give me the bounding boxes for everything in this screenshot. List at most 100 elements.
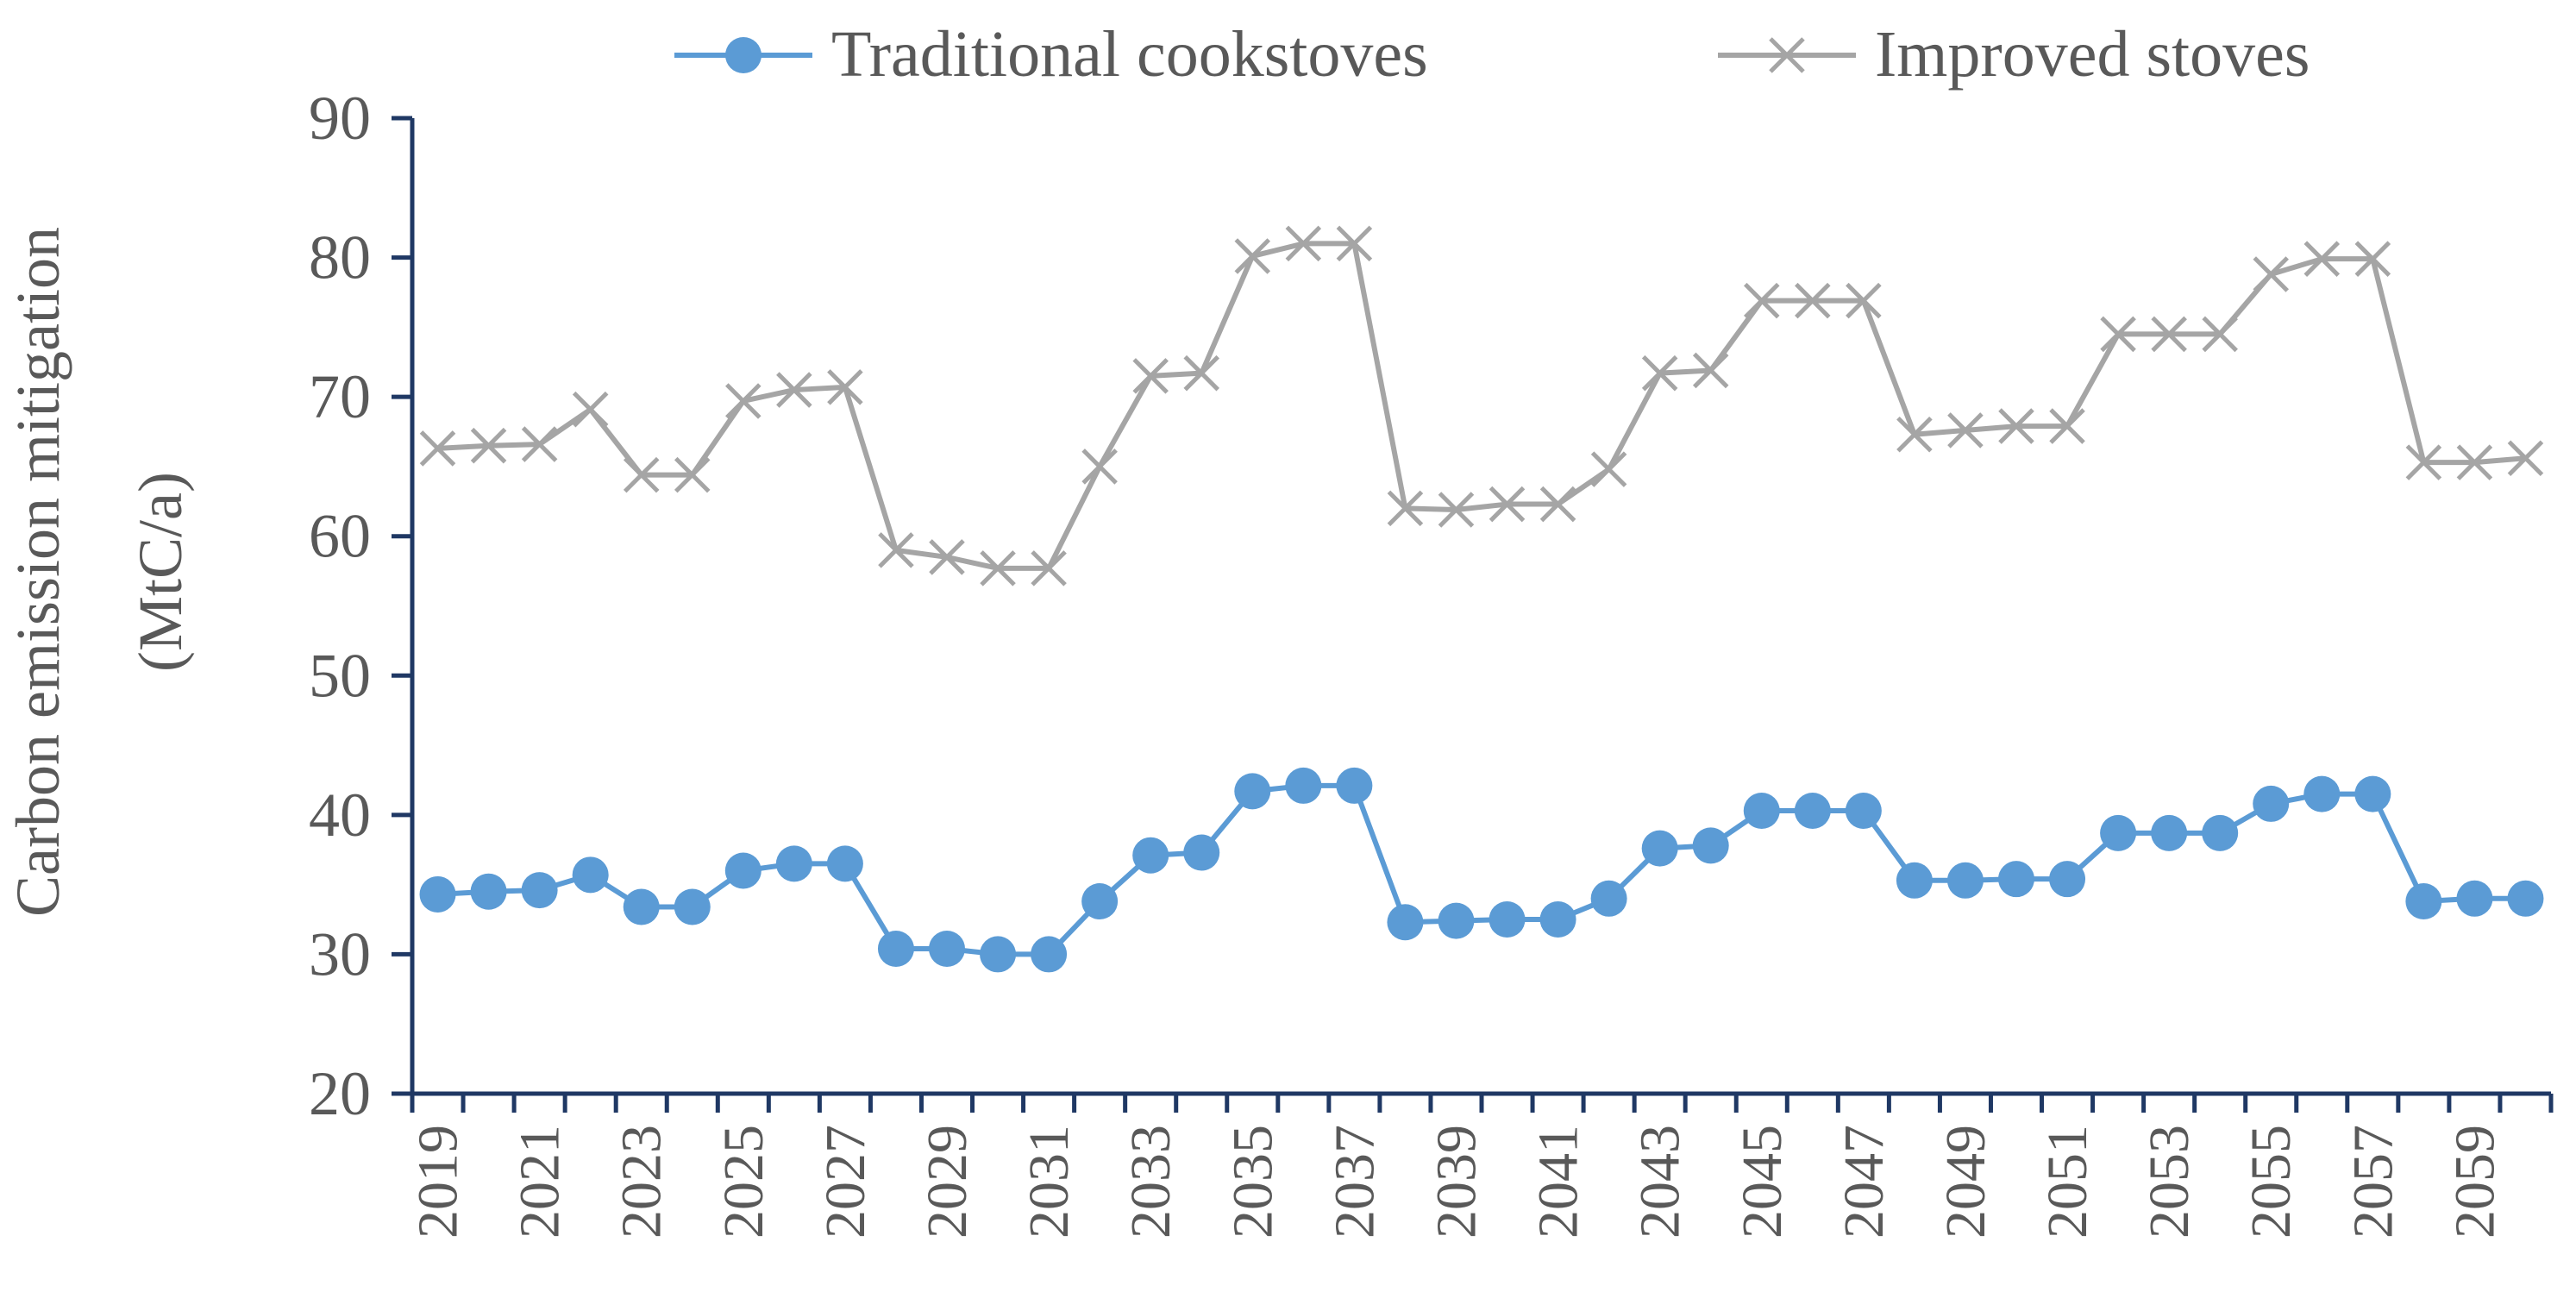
data-point — [1489, 901, 1526, 938]
data-point — [1845, 793, 1882, 830]
data-point — [1336, 767, 1373, 804]
legend-marker — [1769, 37, 1805, 73]
legend-label: Traditional cookstoves — [831, 18, 1428, 91]
x-tick-label: 2031 — [1018, 1125, 1081, 1239]
data-point — [1183, 354, 1220, 392]
x-tick-label: 2027 — [814, 1125, 877, 1239]
data-point — [2456, 444, 2493, 480]
data-point — [2456, 880, 2493, 917]
data-point — [929, 930, 965, 967]
data-point — [2202, 814, 2239, 851]
data-point — [1234, 238, 1271, 274]
legend: Traditional cookstoves Improved stoves — [674, 18, 2310, 91]
x-tick-label: 2035 — [1221, 1125, 1284, 1239]
data-point — [2303, 775, 2341, 812]
data-point — [572, 856, 609, 894]
y-tick-label: 50 — [309, 641, 371, 710]
data-point — [725, 383, 762, 419]
legend-label: Improved stoves — [1875, 18, 2310, 91]
data-point — [1794, 793, 1831, 830]
series-layer — [419, 225, 2544, 973]
x-tick-label: 2023 — [611, 1125, 674, 1239]
data-point — [419, 430, 456, 467]
data-point — [826, 845, 863, 882]
data-point — [1081, 448, 1118, 485]
data-point — [470, 873, 507, 910]
data-point — [929, 539, 965, 575]
data-point — [1031, 936, 1068, 973]
data-point — [1641, 354, 1678, 392]
x-tick-label: 2045 — [1731, 1125, 1794, 1239]
data-point — [1539, 901, 1576, 938]
data-point — [1285, 767, 1322, 804]
data-point — [1947, 412, 1984, 448]
data-point — [1590, 880, 1627, 917]
data-point — [1896, 416, 1933, 453]
x-tick-label: 2019 — [407, 1125, 470, 1239]
series-line — [437, 241, 2526, 571]
data-point — [1132, 358, 1169, 394]
data-point — [2253, 256, 2290, 292]
data-point — [877, 930, 914, 967]
y-tick-label: 90 — [309, 84, 371, 153]
data-point — [470, 427, 507, 464]
data-point — [2049, 408, 2085, 444]
x-tick-label: 2059 — [2443, 1125, 2506, 1239]
data-point — [1387, 904, 1424, 941]
data-point — [1387, 490, 1424, 527]
data-point — [775, 845, 812, 882]
data-point — [878, 532, 914, 568]
data-point — [2354, 775, 2391, 812]
data-point — [2507, 880, 2544, 917]
y-axis-label-line1: Carbon emission mitigation — [3, 227, 72, 917]
data-point — [2253, 785, 2290, 822]
data-point — [2151, 316, 2187, 353]
x-tick-label: 2055 — [2240, 1125, 2303, 1239]
data-point — [1489, 486, 1526, 523]
y-tick-label: 20 — [309, 1059, 371, 1128]
data-point — [1692, 827, 1729, 864]
data-point — [2405, 883, 2442, 920]
x-tick-label: 2039 — [1425, 1125, 1488, 1239]
x-tick-label: 2037 — [1323, 1125, 1386, 1239]
y-tick-label: 80 — [309, 223, 371, 292]
x-tick-label: 2057 — [2341, 1125, 2404, 1239]
data-point — [674, 456, 711, 493]
data-point — [2100, 316, 2136, 353]
legend-item-2: Improved stoves — [1718, 18, 2310, 91]
data-point — [521, 426, 558, 462]
data-point — [1031, 550, 1067, 586]
data-point — [1846, 282, 1882, 319]
data-point — [1539, 486, 1576, 523]
data-point — [1641, 830, 1678, 867]
data-point — [1132, 837, 1169, 874]
data-point — [980, 550, 1016, 586]
x-tick-label: 2041 — [1527, 1125, 1590, 1239]
x-tick-label: 2043 — [1629, 1125, 1692, 1239]
data-point — [1234, 773, 1271, 810]
data-point — [572, 391, 609, 428]
x-tick-label: 2025 — [712, 1125, 775, 1239]
legend-item-1: Traditional cookstoves — [674, 18, 1428, 91]
data-point — [1795, 282, 1831, 319]
data-point — [1743, 793, 1780, 830]
x-tick-label: 2053 — [2138, 1125, 2201, 1239]
data-point — [419, 875, 456, 913]
data-point — [2303, 241, 2341, 277]
y-tick-label: 40 — [309, 781, 371, 850]
axes: 20 30 40 50 60 70 80 90 2019 2021 2023 2025 2027 2029… — [309, 84, 2554, 1239]
data-point — [2151, 814, 2188, 851]
data-point — [1081, 883, 1119, 920]
y-axis-label-line2: (MtC/a) — [126, 472, 195, 672]
data-point — [2405, 444, 2442, 480]
data-point — [1438, 902, 1475, 939]
y-tick-label: 70 — [309, 362, 371, 431]
x-tick-label: 2051 — [2036, 1125, 2099, 1239]
data-point — [623, 456, 660, 493]
series-1 — [419, 767, 2544, 973]
y-axis-label: Carbon emission mitigation (MtC/a) — [3, 227, 195, 917]
data-point — [2507, 440, 2544, 477]
data-point — [1743, 282, 1780, 319]
